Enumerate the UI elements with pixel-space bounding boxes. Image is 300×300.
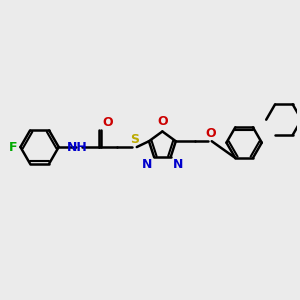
Text: N: N bbox=[142, 158, 152, 172]
Text: O: O bbox=[103, 116, 113, 128]
Text: F: F bbox=[9, 141, 17, 154]
Text: N: N bbox=[172, 158, 183, 172]
Text: O: O bbox=[205, 127, 216, 140]
Text: NH: NH bbox=[67, 141, 87, 154]
Text: O: O bbox=[157, 115, 168, 128]
Text: S: S bbox=[130, 133, 139, 146]
